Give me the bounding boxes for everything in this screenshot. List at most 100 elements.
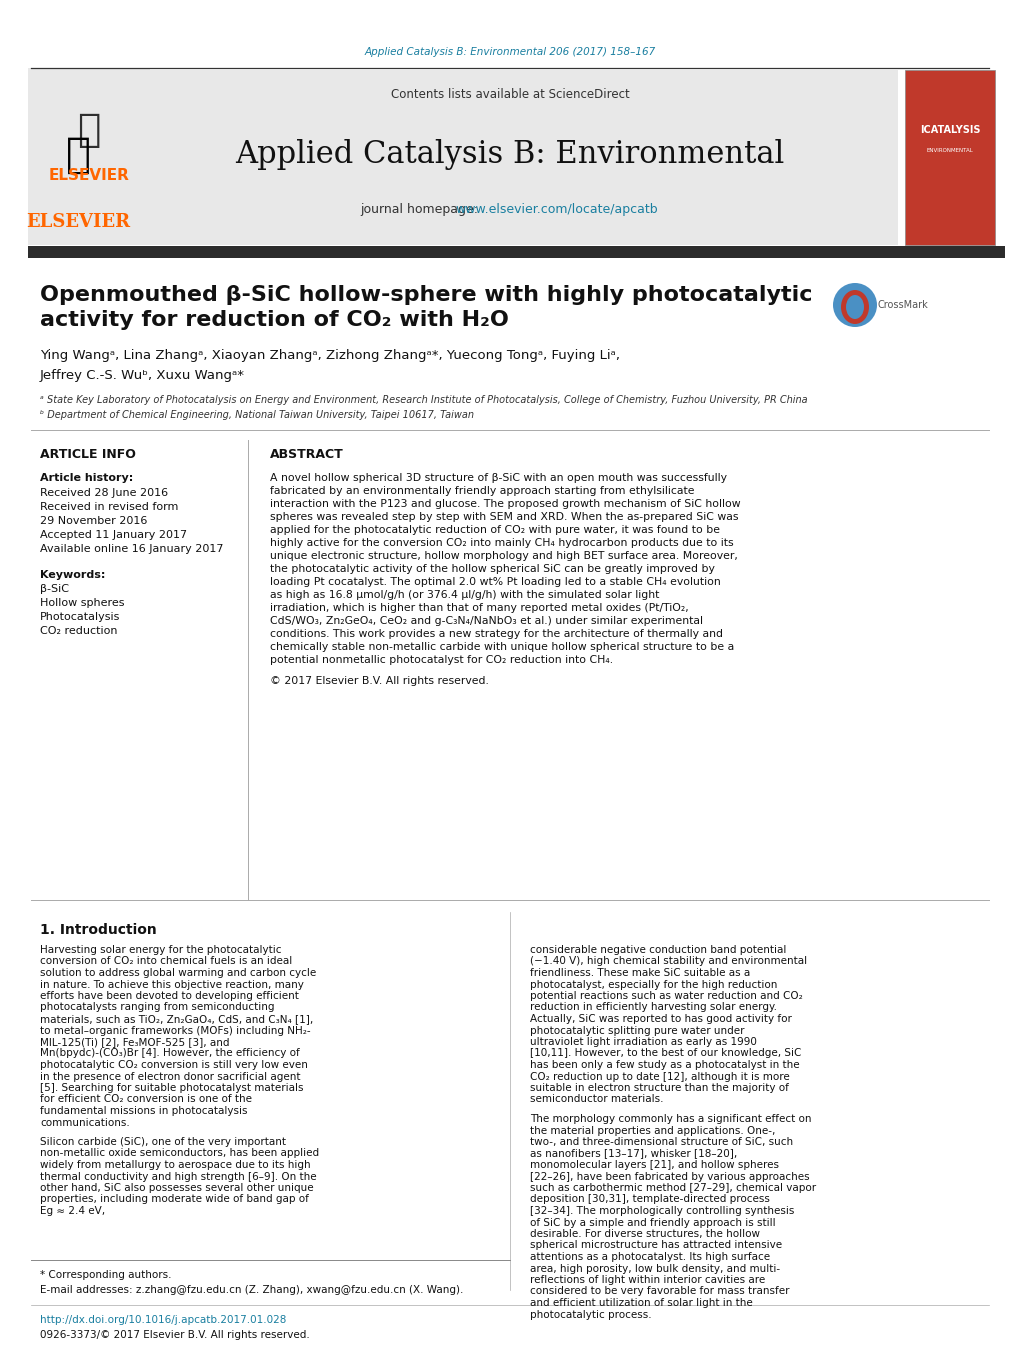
Text: properties, including moderate wide of band gap of: properties, including moderate wide of b…: [40, 1194, 309, 1205]
Text: Ying Wangᵃ, Lina Zhangᵃ, Xiaoyan Zhangᵃ, Zizhong Zhangᵃ*, Yuecong Tongᵃ, Fuying : Ying Wangᵃ, Lina Zhangᵃ, Xiaoyan Zhangᵃ,…: [40, 349, 620, 362]
Text: friendliness. These make SiC suitable as a: friendliness. These make SiC suitable as…: [530, 969, 750, 978]
Ellipse shape: [841, 290, 868, 324]
Text: Eg ≈ 2.4 eV,: Eg ≈ 2.4 eV,: [40, 1206, 105, 1216]
Text: spheres was revealed step by step with SEM and XRD. When the as-prepared SiC was: spheres was revealed step by step with S…: [270, 512, 738, 521]
Text: fabricated by an environmentally friendly approach starting from ethylsilicate: fabricated by an environmentally friendl…: [270, 486, 694, 496]
Text: materials, such as TiO₂, Zn₂GaO₄, CdS, and C₃N₄ [1],: materials, such as TiO₂, Zn₂GaO₄, CdS, a…: [40, 1015, 313, 1024]
Text: widely from metallurgy to aerospace due to its high: widely from metallurgy to aerospace due …: [40, 1161, 311, 1170]
Text: 🌳: 🌳: [65, 134, 91, 176]
Bar: [904, 70, 994, 245]
Text: reduction in efficiently harvesting solar energy.: reduction in efficiently harvesting sola…: [530, 1002, 776, 1012]
Text: semiconductor materials.: semiconductor materials.: [530, 1094, 662, 1105]
Bar: [28, 68, 150, 230]
Text: ICATALYSIS: ICATALYSIS: [919, 126, 979, 135]
Ellipse shape: [845, 295, 863, 319]
Text: communications.: communications.: [40, 1117, 129, 1128]
Text: MIL-125(Ti) [2], Fe₃MOF-525 [3], and: MIL-125(Ti) [2], Fe₃MOF-525 [3], and: [40, 1038, 229, 1047]
Text: http://dx.doi.org/10.1016/j.apcatb.2017.01.028: http://dx.doi.org/10.1016/j.apcatb.2017.…: [40, 1315, 286, 1325]
Text: Received in revised form: Received in revised form: [40, 503, 178, 512]
Text: as nanofibers [13–17], whisker [18–20],: as nanofibers [13–17], whisker [18–20],: [530, 1148, 737, 1159]
Text: chemically stable non-metallic carbide with unique hollow spherical structure to: chemically stable non-metallic carbide w…: [270, 642, 734, 653]
Text: unique electronic structure, hollow morphology and high BET surface area. Moreov: unique electronic structure, hollow morp…: [270, 551, 737, 561]
Text: as high as 16.8 μmol/g/h (or 376.4 μl/g/h) with the simulated solar light: as high as 16.8 μmol/g/h (or 376.4 μl/g/…: [270, 590, 658, 600]
Text: ᵇ Department of Chemical Engineering, National Taiwan University, Taipei 10617, : ᵇ Department of Chemical Engineering, Na…: [40, 409, 474, 420]
Text: highly active for the conversion CO₂ into mainly CH₄ hydrocarbon products due to: highly active for the conversion CO₂ int…: [270, 538, 733, 549]
Text: Mn(bpydc)-(CO₃)Br [4]. However, the efficiency of: Mn(bpydc)-(CO₃)Br [4]. However, the effi…: [40, 1048, 300, 1058]
Text: Hollow spheres: Hollow spheres: [40, 598, 124, 608]
Bar: [28, 70, 897, 245]
Text: 29 November 2016: 29 November 2016: [40, 516, 147, 526]
Text: photocatalytic process.: photocatalytic process.: [530, 1309, 651, 1320]
Text: ARTICLE INFO: ARTICLE INFO: [40, 449, 136, 462]
Text: reflections of light within interior cavities are: reflections of light within interior cav…: [530, 1275, 764, 1285]
Text: 1. Introduction: 1. Introduction: [40, 923, 157, 938]
Text: www.elsevier.com/locate/apcatb: www.elsevier.com/locate/apcatb: [454, 204, 657, 216]
Text: two-, and three-dimensional structure of SiC, such: two-, and three-dimensional structure of…: [530, 1138, 793, 1147]
Text: ultraviolet light irradiation as early as 1990: ultraviolet light irradiation as early a…: [530, 1038, 756, 1047]
Text: Openmouthed β-SiC hollow-sphere with highly photocatalytic: Openmouthed β-SiC hollow-sphere with hig…: [40, 285, 812, 305]
Text: Received 28 June 2016: Received 28 June 2016: [40, 488, 168, 499]
Text: * Corresponding authors.: * Corresponding authors.: [40, 1270, 171, 1279]
Text: has been only a few study as a photocatalyst in the: has been only a few study as a photocata…: [530, 1061, 799, 1070]
Text: considerable negative conduction band potential: considerable negative conduction band po…: [530, 944, 786, 955]
Text: ELSEVIER: ELSEVIER: [25, 213, 130, 231]
Text: Article history:: Article history:: [40, 473, 133, 484]
Text: deposition [30,31], template-directed process: deposition [30,31], template-directed pr…: [530, 1194, 769, 1205]
Text: and efficient utilization of solar light in the: and efficient utilization of solar light…: [530, 1298, 752, 1308]
Text: of SiC by a simple and friendly approach is still: of SiC by a simple and friendly approach…: [530, 1217, 774, 1228]
Text: Contents lists available at ScienceDirect: Contents lists available at ScienceDirec…: [390, 89, 629, 101]
Text: © 2017 Elsevier B.V. All rights reserved.: © 2017 Elsevier B.V. All rights reserved…: [270, 676, 488, 686]
Text: [22–26], have been fabricated by various approaches: [22–26], have been fabricated by various…: [530, 1171, 809, 1182]
Text: Keywords:: Keywords:: [40, 570, 105, 580]
Text: The morphology commonly has a significant effect on: The morphology commonly has a significan…: [530, 1115, 811, 1124]
Text: such as carbothermic method [27–29], chemical vapor: such as carbothermic method [27–29], che…: [530, 1183, 815, 1193]
Text: non-metallic oxide semiconductors, has been applied: non-metallic oxide semiconductors, has b…: [40, 1148, 319, 1159]
Text: A novel hollow spherical 3D structure of β-SiC with an open mouth was successful: A novel hollow spherical 3D structure of…: [270, 473, 727, 484]
Text: CO₂ reduction up to date [12], although it is more: CO₂ reduction up to date [12], although …: [530, 1071, 789, 1082]
Text: [32–34]. The morphologically controlling synthesis: [32–34]. The morphologically controlling…: [530, 1206, 794, 1216]
Text: Silicon carbide (SiC), one of the very important: Silicon carbide (SiC), one of the very i…: [40, 1138, 285, 1147]
Text: Applied Catalysis B: Environmental: Applied Catalysis B: Environmental: [235, 139, 784, 170]
Text: journal homepage:: journal homepage:: [360, 204, 482, 216]
Text: efforts have been devoted to developing efficient: efforts have been devoted to developing …: [40, 992, 299, 1001]
Text: potential reactions such as water reduction and CO₂: potential reactions such as water reduct…: [530, 992, 802, 1001]
Text: other hand, SiC also possesses several other unique: other hand, SiC also possesses several o…: [40, 1183, 313, 1193]
Text: applied for the photocatalytic reduction of CO₂ with pure water, it was found to: applied for the photocatalytic reduction…: [270, 526, 719, 535]
Text: monomolecular layers [21], and hollow spheres: monomolecular layers [21], and hollow sp…: [530, 1161, 779, 1170]
Text: Accepted 11 January 2017: Accepted 11 January 2017: [40, 530, 186, 540]
Text: area, high porosity, low bulk density, and multi-: area, high porosity, low bulk density, a…: [530, 1263, 780, 1274]
Text: spherical microstructure has attracted intensive: spherical microstructure has attracted i…: [530, 1240, 782, 1251]
Text: in nature. To achieve this objective reaction, many: in nature. To achieve this objective rea…: [40, 979, 304, 989]
Text: thermal conductivity and high strength [6–9]. On the: thermal conductivity and high strength […: [40, 1171, 316, 1182]
Text: Photocatalysis: Photocatalysis: [40, 612, 120, 621]
Text: photocatalysts ranging from semiconducting: photocatalysts ranging from semiconducti…: [40, 1002, 274, 1012]
Text: solution to address global warming and carbon cycle: solution to address global warming and c…: [40, 969, 316, 978]
Text: to metal–organic frameworks (MOFs) including NH₂-: to metal–organic frameworks (MOFs) inclu…: [40, 1025, 311, 1035]
Text: Harvesting solar energy for the photocatalytic: Harvesting solar energy for the photocat…: [40, 944, 281, 955]
Text: ENVIRONMENTAL: ENVIRONMENTAL: [925, 147, 972, 153]
Text: irradiation, which is higher than that of many reported metal oxides (Pt/TiO₂,: irradiation, which is higher than that o…: [270, 603, 688, 613]
Text: suitable in electron structure than the majority of: suitable in electron structure than the …: [530, 1084, 788, 1093]
Text: interaction with the P123 and glucose. The proposed growth mechanism of SiC holl: interaction with the P123 and glucose. T…: [270, 499, 740, 509]
Text: fundamental missions in photocatalysis: fundamental missions in photocatalysis: [40, 1106, 248, 1116]
Text: CdS/WO₃, Zn₂GeO₄, CeO₂ and g-C₃N₄/NaNbO₃ et al.) under similar experimental: CdS/WO₃, Zn₂GeO₄, CeO₂ and g-C₃N₄/NaNbO₃…: [270, 616, 702, 626]
Text: conversion of CO₂ into chemical fuels is an ideal: conversion of CO₂ into chemical fuels is…: [40, 957, 292, 966]
Text: desirable. For diverse structures, the hollow: desirable. For diverse structures, the h…: [530, 1229, 759, 1239]
Text: [10,11]. However, to the best of our knowledge, SiC: [10,11]. However, to the best of our kno…: [530, 1048, 801, 1058]
Text: conditions. This work provides a new strategy for the architecture of thermally : conditions. This work provides a new str…: [270, 630, 722, 639]
Text: [5]. Searching for suitable photocatalyst materials: [5]. Searching for suitable photocatalys…: [40, 1084, 304, 1093]
Circle shape: [833, 282, 876, 327]
Text: photocatalytic CO₂ conversion is still very low even: photocatalytic CO₂ conversion is still v…: [40, 1061, 308, 1070]
Text: Jeffrey C.-S. Wuᵇ, Xuxu Wangᵃ*: Jeffrey C.-S. Wuᵇ, Xuxu Wangᵃ*: [40, 369, 245, 381]
Text: attentions as a photocatalyst. Its high surface: attentions as a photocatalyst. Its high …: [530, 1252, 769, 1262]
Text: photocatalyst, especially for the high reduction: photocatalyst, especially for the high r…: [530, 979, 776, 989]
Text: CrossMark: CrossMark: [877, 300, 928, 309]
Text: photocatalytic splitting pure water under: photocatalytic splitting pure water unde…: [530, 1025, 744, 1035]
Text: for efficient CO₂ conversion is one of the: for efficient CO₂ conversion is one of t…: [40, 1094, 252, 1105]
Text: ᵃ State Key Laboratory of Photocatalysis on Energy and Environment, Research Ins: ᵃ State Key Laboratory of Photocatalysis…: [40, 394, 807, 405]
Text: β-SiC: β-SiC: [40, 584, 69, 594]
Text: considered to be very favorable for mass transfer: considered to be very favorable for mass…: [530, 1286, 789, 1297]
Text: E-mail addresses: z.zhang@fzu.edu.cn (Z. Zhang), xwang@fzu.edu.cn (X. Wang).: E-mail addresses: z.zhang@fzu.edu.cn (Z.…: [40, 1285, 463, 1296]
Text: (−1.40 V), high chemical stability and environmental: (−1.40 V), high chemical stability and e…: [530, 957, 806, 966]
Text: 🌿: 🌿: [77, 111, 101, 149]
